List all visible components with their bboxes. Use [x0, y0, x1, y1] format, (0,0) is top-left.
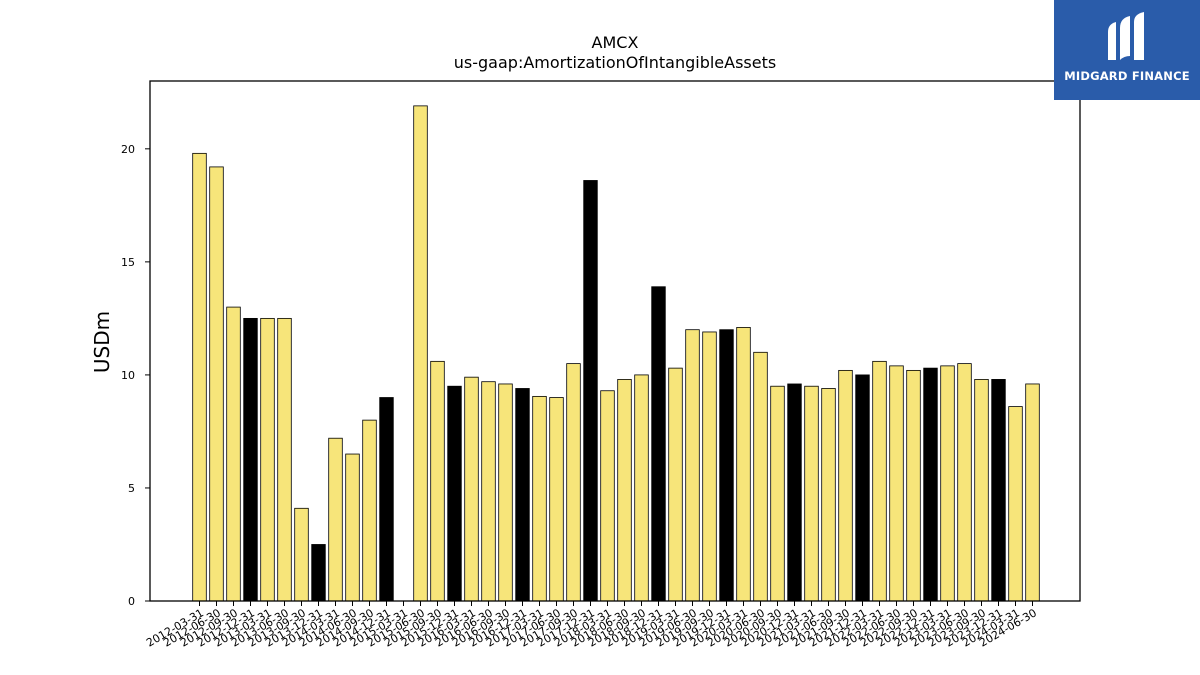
bar-2018-12-31 — [651, 286, 666, 602]
bar-2019-12-31 — [719, 329, 734, 602]
bar-2019-09-30 — [702, 331, 717, 602]
bar-2015-12-31 — [447, 385, 462, 602]
bar-2016-03-31 — [464, 376, 479, 602]
y-axis: 0 5 10 15 20 — [121, 143, 150, 608]
y-tick-label: 15 — [121, 256, 135, 269]
midgard-logo-icon — [1108, 12, 1144, 60]
bar-2017-03-31 — [532, 395, 547, 602]
logo-text: MIDGARD FINANCE — [1064, 69, 1190, 83]
plot-frame — [149, 80, 1081, 602]
bar-2023-12-31 — [991, 379, 1006, 602]
bar-2020-09-30 — [770, 385, 785, 602]
bar-2014-06-30 — [345, 453, 360, 602]
chart-title: AMCX — [592, 33, 639, 52]
bar-2020-03-31 — [736, 327, 751, 602]
bars-layer — [192, 105, 1040, 602]
bar-2023-06-30 — [957, 363, 972, 602]
y-tick-label: 5 — [128, 482, 135, 495]
bar-2015-09-30 — [430, 360, 445, 602]
bar-2021-12-31 — [855, 374, 870, 602]
midgard-finance-logo: MIDGARD FINANCE — [1054, 0, 1200, 100]
bar-2019-03-31 — [668, 367, 683, 602]
bar-2020-06-30 — [753, 351, 768, 602]
bar-2023-03-31 — [940, 365, 955, 602]
bar-2013-09-30 — [294, 507, 309, 602]
y-axis-label: USDm — [90, 311, 114, 373]
y-tick-label: 10 — [121, 369, 135, 382]
bar-2018-09-30 — [634, 374, 649, 602]
bar-2016-09-30 — [498, 383, 513, 602]
bar-2012-06-30 — [209, 166, 224, 602]
bar-2014-12-31 — [379, 397, 394, 602]
bar-2021-09-30 — [838, 369, 853, 602]
bar-2022-12-31 — [923, 367, 938, 602]
bar-2017-09-30 — [566, 363, 581, 602]
bar-2015-06-30 — [413, 105, 428, 602]
bar-2017-12-31 — [583, 180, 598, 602]
bar-2014-03-31 — [328, 437, 343, 602]
bar-2016-06-30 — [481, 381, 496, 602]
bar-2016-12-31 — [515, 388, 530, 602]
bar-2022-09-30 — [906, 369, 921, 602]
bar-2012-12-31 — [243, 317, 258, 602]
bar-2024-03-31 — [1008, 406, 1023, 602]
bar-2023-09-30 — [974, 379, 989, 602]
bar-2024-06-30 — [1025, 383, 1040, 602]
chart-subtitle: us-gaap:AmortizationOfIntangibleAssets — [454, 53, 776, 72]
y-tick-label: 20 — [121, 143, 135, 156]
bar-2012-09-30 — [226, 306, 241, 602]
bar-2020-12-31 — [787, 383, 802, 602]
bar-2013-12-31 — [311, 544, 326, 602]
bar-2014-09-30 — [362, 419, 377, 602]
bar-2012-03-31 — [192, 152, 207, 602]
bar-2019-06-30 — [685, 329, 700, 602]
bar-2021-06-30 — [821, 388, 836, 602]
bar-2022-03-31 — [872, 360, 887, 602]
bar-2021-03-31 — [804, 385, 819, 602]
bar-2013-06-30 — [277, 317, 292, 602]
bar-2018-06-30 — [617, 379, 632, 602]
x-axis: 2012-03-312012-06-302012-09-302012-12-31… — [144, 601, 1039, 650]
bar-2017-06-30 — [549, 397, 564, 602]
y-tick-label: 0 — [128, 595, 135, 608]
bar-2018-03-31 — [600, 390, 615, 602]
bar-2013-03-31 — [260, 317, 275, 602]
bar-2022-06-30 — [889, 365, 904, 602]
